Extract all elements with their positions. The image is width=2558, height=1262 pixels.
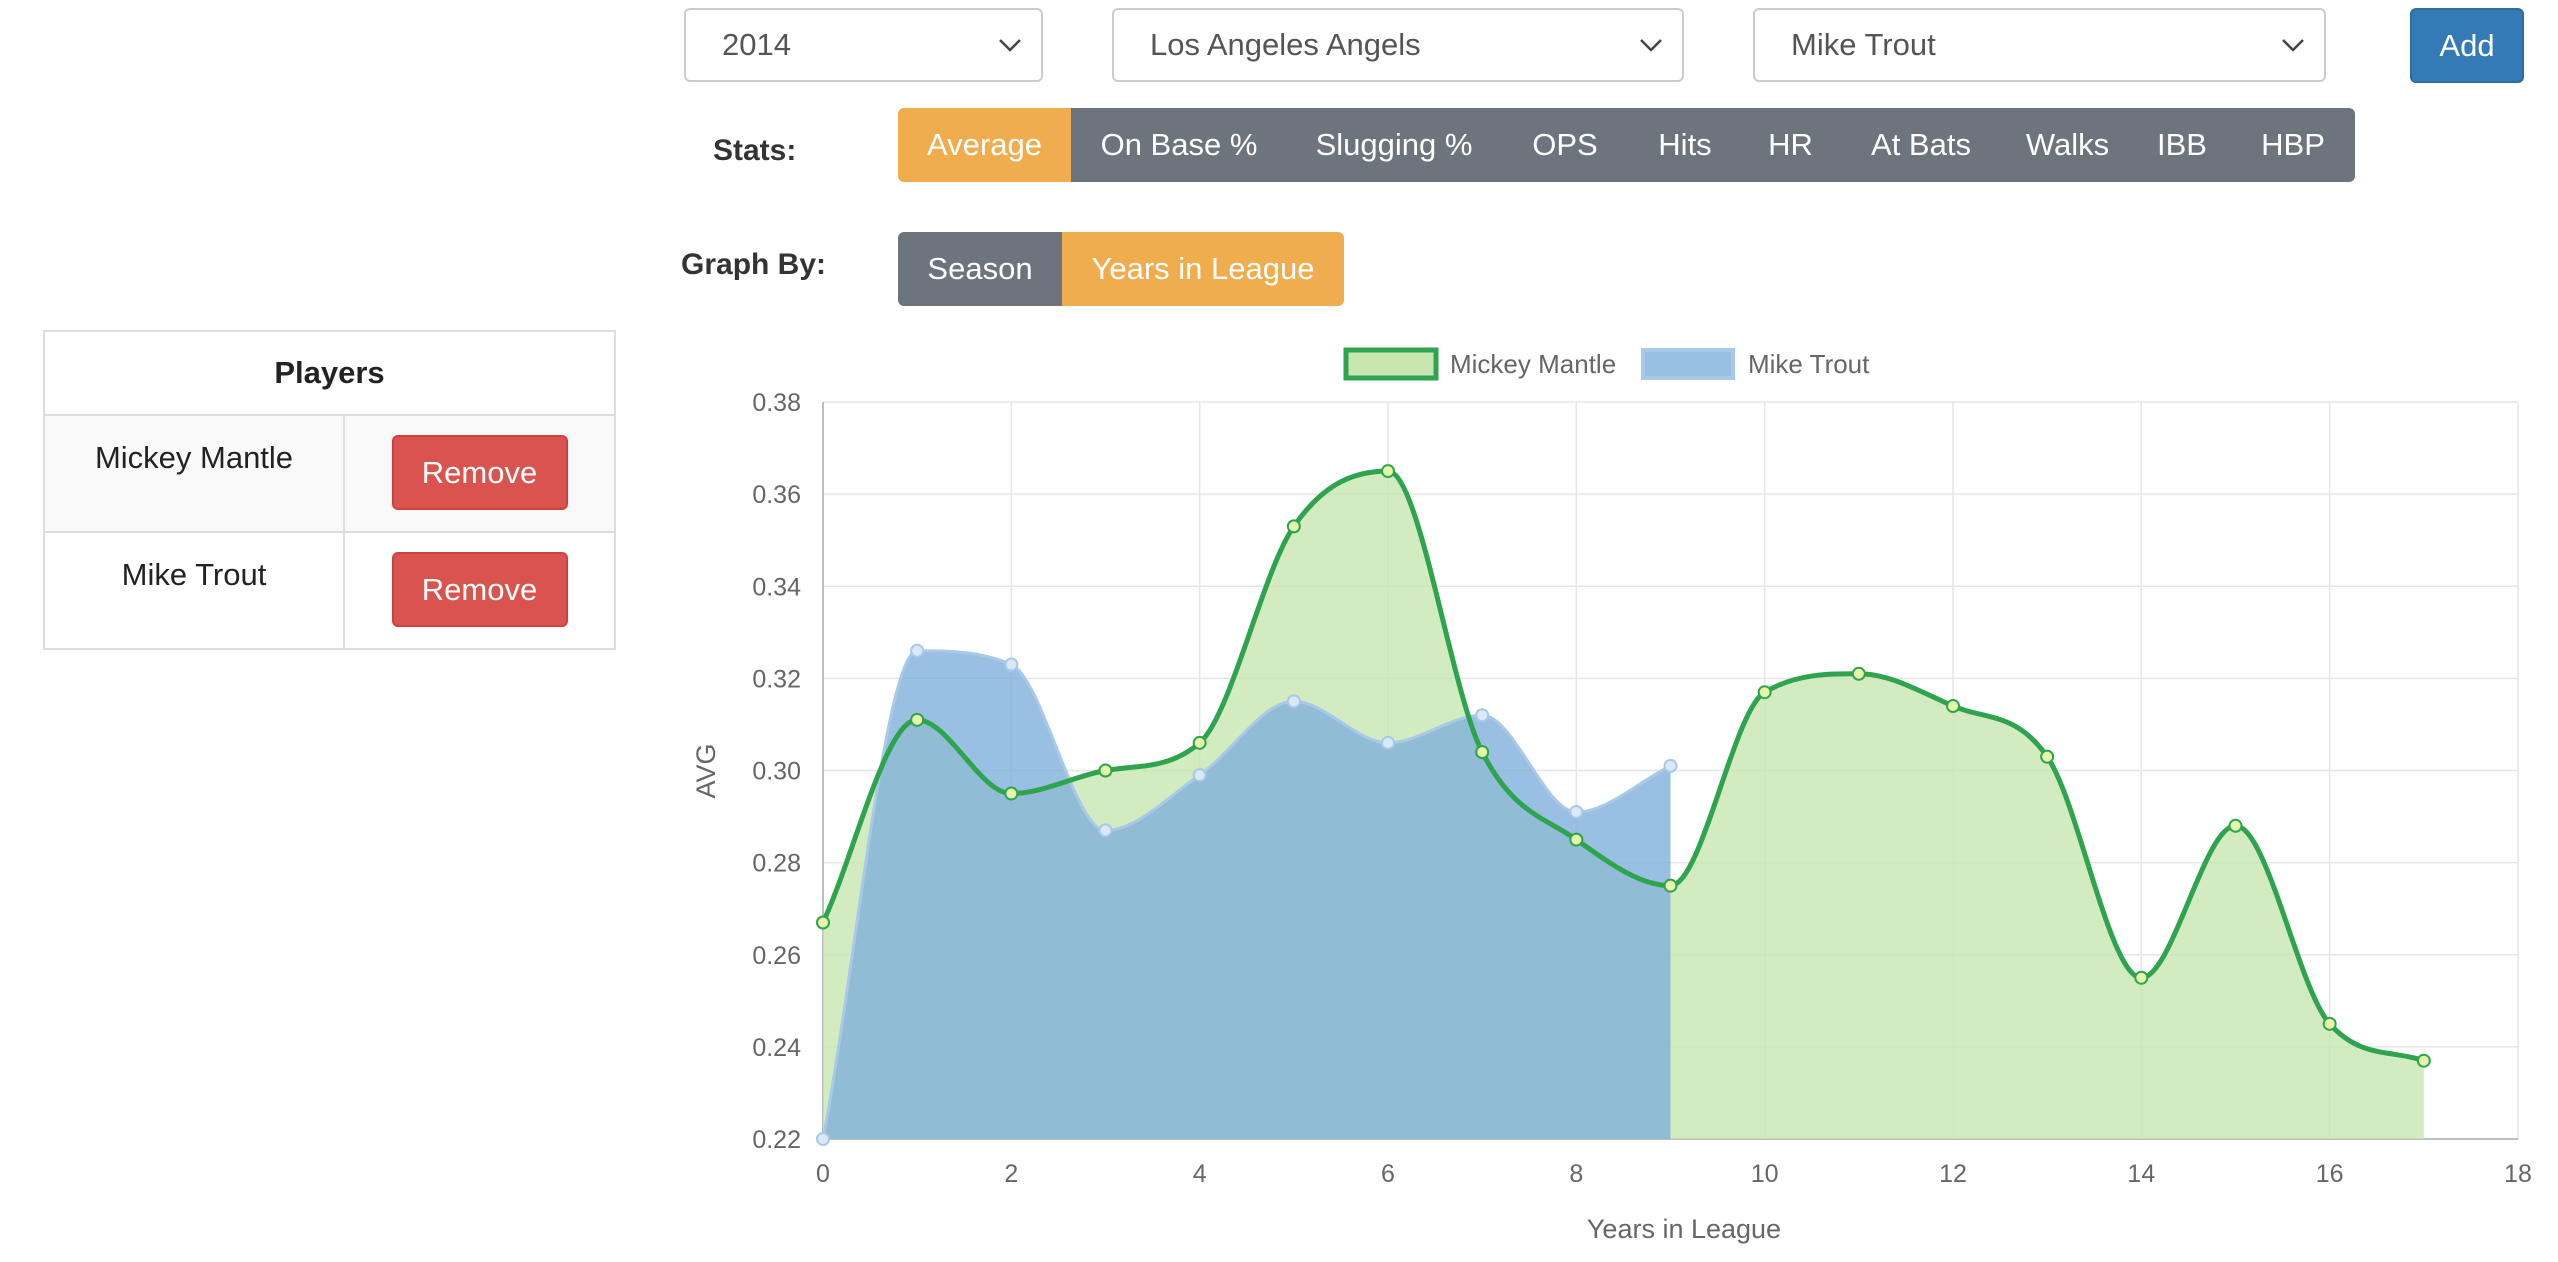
data-point-mantle [1286, 519, 1301, 534]
data-point-mantle [1946, 699, 1960, 714]
graph-by-years-button[interactable]: Years in League [1062, 232, 1344, 306]
series-area-trout [823, 650, 1671, 1139]
data-point-mantle [1757, 685, 1772, 700]
x-tick-label: 14 [2127, 1160, 2155, 1188]
data-point-mantle [1192, 735, 1207, 750]
x-tick-label: 0 [816, 1160, 830, 1188]
chevron-down-icon [999, 39, 1021, 52]
x-tick-label: 2 [1004, 1160, 1018, 1188]
player-name: Mike Trout [43, 531, 345, 650]
data-point-trout [1569, 804, 1584, 819]
data-point-mantle [1663, 878, 1678, 893]
legend-label: Mike Trout [1748, 349, 1870, 379]
data-point-mantle [1475, 745, 1490, 760]
player-name: Mickey Mantle [43, 414, 345, 533]
stat-ibb-button[interactable]: IBB [2133, 108, 2231, 182]
data-point-trout [1475, 708, 1490, 723]
x-tick-label: 16 [2316, 1160, 2344, 1188]
team-select[interactable]: Los Angeles Angels [1112, 8, 1684, 82]
chevron-down-icon [2282, 39, 2304, 52]
remove-player-button[interactable]: Remove [391, 552, 568, 627]
stats-label: Stats: [713, 134, 797, 167]
stat-hr-button[interactable]: HR [1741, 108, 1840, 182]
x-tick-label: 4 [1193, 1160, 1207, 1188]
y-tick-label: 0.34 [752, 573, 801, 601]
stat-hbp-button[interactable]: HBP [2231, 108, 2355, 182]
x-axis-title: Years in League [1587, 1214, 1781, 1244]
year-select-value: 2014 [722, 27, 791, 62]
x-tick-label: 10 [1751, 1160, 1779, 1188]
y-tick-label: 0.36 [752, 481, 801, 509]
data-point-mantle [2416, 1053, 2431, 1068]
team-select-value: Los Angeles Angels [1150, 27, 1421, 62]
data-point-mantle [1004, 786, 1019, 801]
data-point-mantle [910, 712, 925, 727]
data-point-trout [1381, 735, 1395, 750]
stat-on-base-button[interactable]: On Base % [1071, 108, 1287, 182]
stat-walks-button[interactable]: Walks [2002, 108, 2133, 182]
data-point-trout [1192, 768, 1207, 783]
data-point-mantle [1569, 832, 1584, 847]
x-tick-label: 6 [1381, 1160, 1395, 1188]
chevron-down-icon [1640, 39, 1662, 52]
stat-hits-button[interactable]: Hits [1629, 108, 1741, 182]
graph-by-button-group: Season Years in League [898, 232, 1344, 306]
data-point-trout [1098, 823, 1113, 838]
players-table: Players Mickey Mantle Remove Mike Trout … [43, 330, 616, 650]
y-tick-label: 0.22 [752, 1126, 801, 1154]
y-tick-label: 0.38 [752, 389, 801, 417]
data-point-mantle [2228, 818, 2243, 833]
data-point-trout [910, 643, 925, 658]
player-select[interactable]: Mike Trout [1753, 8, 2326, 82]
legend-label: Mickey Mantle [1450, 349, 1616, 379]
legend-swatch-trout [1641, 348, 1735, 380]
data-point-trout [1663, 758, 1678, 773]
y-tick-label: 0.30 [752, 758, 801, 786]
y-tick-label: 0.24 [752, 1034, 801, 1062]
data-point-mantle [2134, 970, 2149, 985]
stat-at-bats-button[interactable]: At Bats [1840, 108, 2002, 182]
remove-player-button[interactable]: Remove [391, 435, 568, 510]
data-point-mantle [2040, 749, 2055, 764]
players-table-header: Players [43, 330, 616, 416]
data-point-mantle [1098, 763, 1113, 778]
legend-swatch-mantle [1343, 347, 1439, 381]
y-tick-label: 0.28 [752, 850, 801, 878]
stat-ops-button[interactable]: OPS [1501, 108, 1629, 182]
player-select-value: Mike Trout [1791, 27, 1936, 62]
table-row: Mike Trout Remove [43, 531, 616, 650]
stats-button-group: Average On Base % Slugging % OPS Hits HR… [898, 108, 2355, 182]
stat-average-button[interactable]: Average [898, 108, 1071, 182]
avg-area-chart: 0.22 0.24 0.26 0.28 0.30 0.32 0.34 0.36 0.38 0 2 4 6… [691, 347, 2532, 1244]
data-point-mantle [1381, 464, 1395, 479]
data-point-mantle [816, 915, 830, 930]
graph-by-label: Graph By: [681, 248, 827, 281]
stat-slugging-button[interactable]: Slugging % [1287, 108, 1501, 182]
x-tick-label: 18 [2504, 1160, 2532, 1188]
data-point-trout [816, 1132, 830, 1146]
data-point-trout [1004, 657, 1019, 672]
x-tick-label: 12 [1939, 1160, 1967, 1188]
add-player-button[interactable]: Add [2410, 8, 2524, 83]
data-point-mantle [2322, 1016, 2337, 1031]
graph-by-season-button[interactable]: Season [898, 232, 1062, 306]
x-tick-label: 8 [1569, 1160, 1583, 1188]
y-tick-label: 0.32 [752, 665, 801, 693]
y-axis-title: AVG [691, 743, 721, 798]
year-select[interactable]: 2014 [684, 8, 1043, 82]
table-row: Mickey Mantle Remove [43, 414, 616, 533]
data-point-trout [1286, 694, 1301, 709]
data-point-mantle [1851, 666, 1866, 681]
y-tick-label: 0.26 [752, 942, 801, 970]
